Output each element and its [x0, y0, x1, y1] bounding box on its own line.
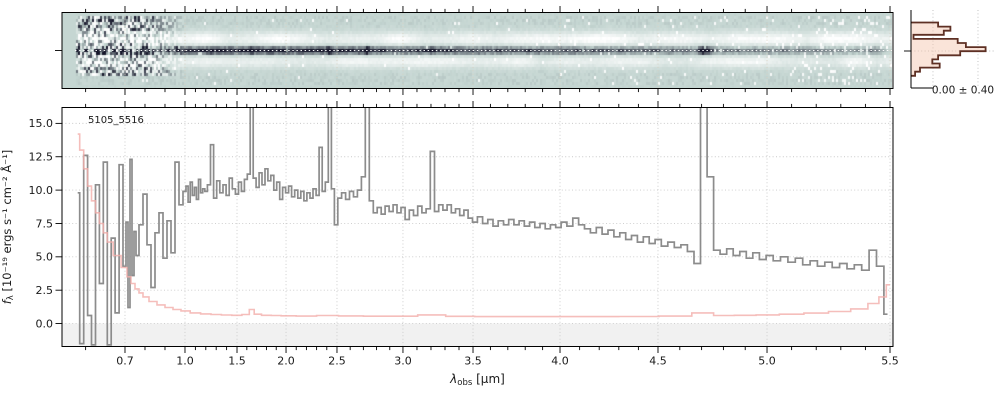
x-tick-label: 3.0: [394, 355, 412, 368]
x-tick-label: 1.0: [176, 355, 194, 368]
histogram-path: [911, 21, 987, 77]
x-tick-label: 3.5: [464, 355, 482, 368]
panel-2d: [55, 12, 894, 89]
y-tick-label: 12.5: [29, 151, 54, 164]
main-plot: 0.7 1.0 1.5 2.0 2.5 3.0 3.5 4.0 4.5 5.0 5.5 0.0 2.5 5…: [29, 6, 899, 368]
x-axis-label-units: [μm]: [472, 372, 505, 386]
histogram-stats-label: 0.00 ± 0.40: [932, 85, 994, 97]
series-lines: [77, 107, 890, 346]
main-axes-spine: [61, 107, 894, 347]
y-tick-label: 5.0: [36, 251, 54, 264]
y-tick-label: 15.0: [29, 117, 54, 130]
x-tick-label: 4.0: [551, 355, 569, 368]
x-tick-label: 2.0: [277, 355, 295, 368]
x-tick-label: 4.5: [649, 355, 667, 368]
y-tick-label: 0.0: [36, 317, 54, 330]
x-tick-label: 1.5: [228, 355, 246, 368]
below-zero-shade: [62, 323, 893, 347]
y-tick-label: 7.5: [36, 217, 54, 230]
histogram-panel: [904, 10, 995, 89]
y-axis-label-units: [10⁻¹⁹ ergs s⁻¹ cm⁻² Å⁻¹]: [0, 150, 14, 296]
target-id-label: 5105_5516: [88, 115, 144, 126]
y-axis-label-subscript: λ: [6, 295, 16, 300]
flux-line: [77, 107, 888, 346]
x-tick-label: 5.0: [758, 355, 776, 368]
y-axis-label-symbol: f: [0, 298, 14, 304]
x-tick-label: 5.5: [881, 355, 899, 368]
uncertainty-line: [77, 133, 890, 318]
x-axis-label: λobs [μm]: [449, 372, 505, 388]
panel-2d-spine: [61, 12, 894, 89]
y-axis-label: fλ [10⁻¹⁹ ergs s⁻¹ cm⁻² Å⁻¹]: [0, 150, 16, 305]
y-tick-label: 10.0: [29, 184, 54, 197]
x-axis-label-subscript: obs: [457, 378, 473, 388]
x-tick-label: 2.5: [328, 355, 346, 368]
y-tick-label: 2.5: [36, 284, 54, 297]
x-tick-label: 0.7: [116, 355, 134, 368]
x-axis-label-symbol: λ: [449, 372, 457, 386]
